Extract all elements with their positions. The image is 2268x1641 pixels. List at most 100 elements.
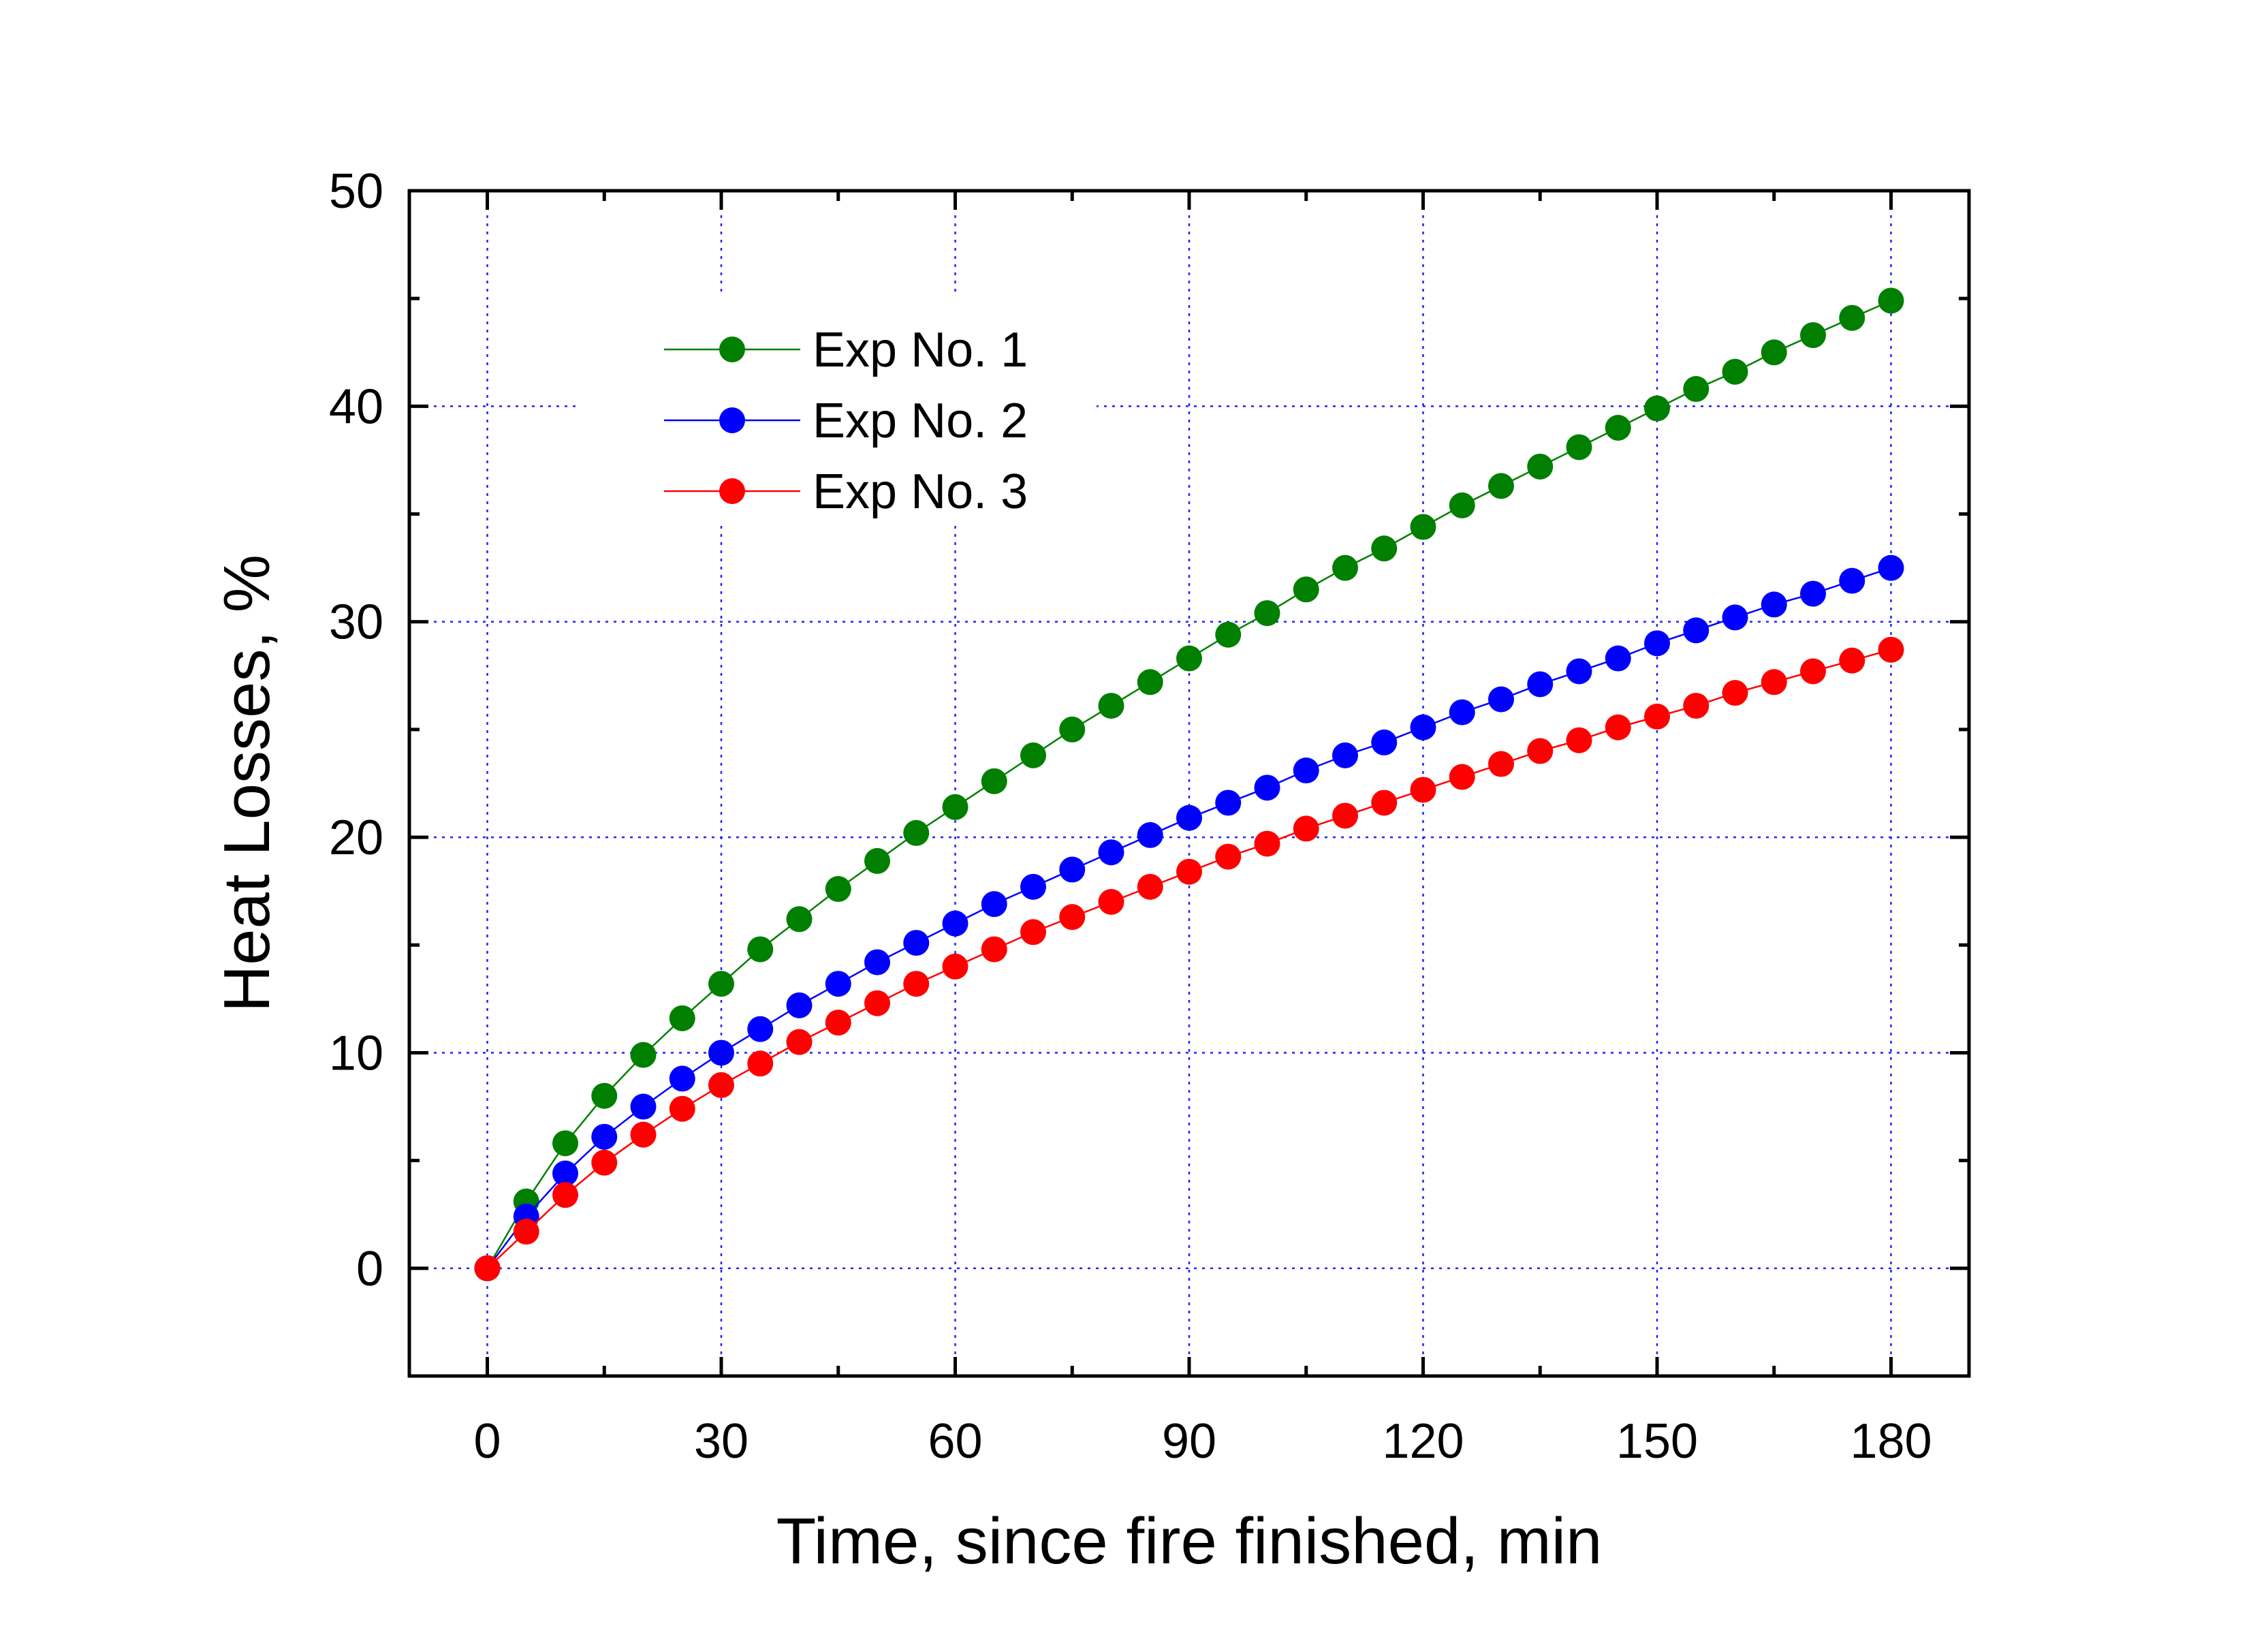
- data-point: [669, 1065, 695, 1092]
- legend-background: [579, 293, 1097, 525]
- data-point: [1215, 621, 1242, 648]
- data-point: [1449, 699, 1475, 725]
- data-point: [864, 990, 890, 1016]
- x-tick-label: 180: [1850, 1414, 1932, 1469]
- data-point: [1722, 604, 1748, 631]
- data-point: [1371, 535, 1398, 562]
- data-point: [1254, 775, 1280, 801]
- tick-labels: 0 30 60 90 120 150 180 0 10 20 30 40 50: [329, 164, 1932, 1469]
- data-point: [1527, 671, 1554, 698]
- data-point: [825, 876, 851, 903]
- data-point: [981, 768, 1007, 794]
- data-point: [1800, 658, 1826, 685]
- y-tick-label: 40: [329, 379, 383, 434]
- data-point: [1332, 802, 1358, 829]
- data-point: [630, 1093, 657, 1120]
- data-point: [825, 971, 851, 997]
- data-point: [1761, 591, 1787, 618]
- data-point: [1137, 873, 1163, 900]
- data-point: [981, 891, 1007, 918]
- data-point: [1878, 636, 1904, 663]
- data-point: [903, 819, 930, 846]
- data-point: [786, 906, 813, 933]
- data-point: [708, 1072, 734, 1098]
- data-point: [1059, 856, 1086, 883]
- data-point: [1098, 693, 1124, 719]
- y-tick-label: 10: [329, 1026, 383, 1080]
- legend-item: Exp No. 1: [664, 323, 1028, 377]
- data-point: [1878, 287, 1904, 314]
- data-point: [786, 992, 813, 1018]
- data-point: [1293, 757, 1319, 784]
- data-point: [1215, 843, 1242, 870]
- data-point: [1800, 580, 1826, 607]
- data-point: [1254, 600, 1280, 627]
- data-point: [1371, 790, 1398, 816]
- data-point: [669, 1095, 695, 1122]
- data-point: [903, 971, 930, 997]
- data-point: [1254, 830, 1280, 857]
- data-point: [1293, 815, 1319, 842]
- data-point: [552, 1160, 578, 1187]
- data-point: [1722, 680, 1748, 706]
- data-point: [513, 1219, 539, 1245]
- legend-label: Exp No. 3: [813, 465, 1028, 519]
- data-point: [1644, 630, 1670, 657]
- data-point: [1449, 764, 1475, 790]
- y-axis-title: Heat Losses, %: [210, 554, 283, 1012]
- data-point: [1722, 358, 1748, 385]
- data-point: [669, 1005, 695, 1031]
- legend-label: Exp No. 1: [813, 323, 1028, 377]
- data-point: [1839, 647, 1865, 674]
- legend-item: Exp No. 3: [664, 465, 1028, 519]
- data-point: [1137, 822, 1163, 848]
- y-tick-label: 50: [329, 164, 383, 219]
- data-point: [552, 1182, 578, 1208]
- legend: Exp No. 1 Exp No. 2 Exp No. 3: [579, 293, 1097, 525]
- y-tick-label: 0: [356, 1242, 383, 1296]
- data-point: [1605, 415, 1631, 441]
- data-point: [981, 936, 1007, 963]
- data-point: [1176, 645, 1202, 672]
- series-layer: [474, 287, 1904, 1281]
- data-point: [591, 1123, 618, 1150]
- data-point: [1488, 751, 1514, 777]
- data-point: [630, 1042, 657, 1068]
- data-point: [1020, 919, 1046, 945]
- data-point: [1488, 473, 1514, 499]
- data-point: [1527, 738, 1554, 764]
- legend-label: Exp No. 2: [813, 394, 1028, 448]
- data-point: [474, 1255, 501, 1281]
- x-tick-label: 0: [473, 1414, 501, 1469]
- data-point: [1605, 714, 1631, 740]
- data-point: [864, 949, 890, 975]
- data-point: [630, 1121, 657, 1148]
- data-point: [1293, 576, 1319, 603]
- data-point: [942, 910, 968, 937]
- data-point: [786, 1029, 813, 1055]
- y-tick-label: 20: [329, 811, 383, 865]
- legend-marker: [719, 407, 745, 433]
- series-3: [474, 636, 1904, 1281]
- x-axis-title: Time, since fire finished, min: [776, 1505, 1603, 1578]
- data-point: [864, 847, 890, 874]
- data-point: [1644, 395, 1670, 422]
- data-point: [1488, 686, 1514, 713]
- data-point: [1878, 554, 1904, 581]
- data-point: [708, 1040, 734, 1066]
- data-point: [1410, 514, 1436, 540]
- legend-marker: [719, 337, 745, 362]
- data-point: [747, 936, 774, 963]
- data-point: [1098, 839, 1124, 866]
- y-tick-label: 30: [329, 595, 383, 650]
- data-point: [1137, 669, 1163, 696]
- data-point: [1839, 304, 1865, 331]
- data-point: [1449, 492, 1475, 518]
- data-point: [1683, 693, 1710, 719]
- data-point: [825, 1010, 851, 1036]
- data-point: [903, 930, 930, 956]
- data-point: [1176, 858, 1202, 885]
- data-point: [1371, 729, 1398, 755]
- data-point: [1683, 617, 1710, 644]
